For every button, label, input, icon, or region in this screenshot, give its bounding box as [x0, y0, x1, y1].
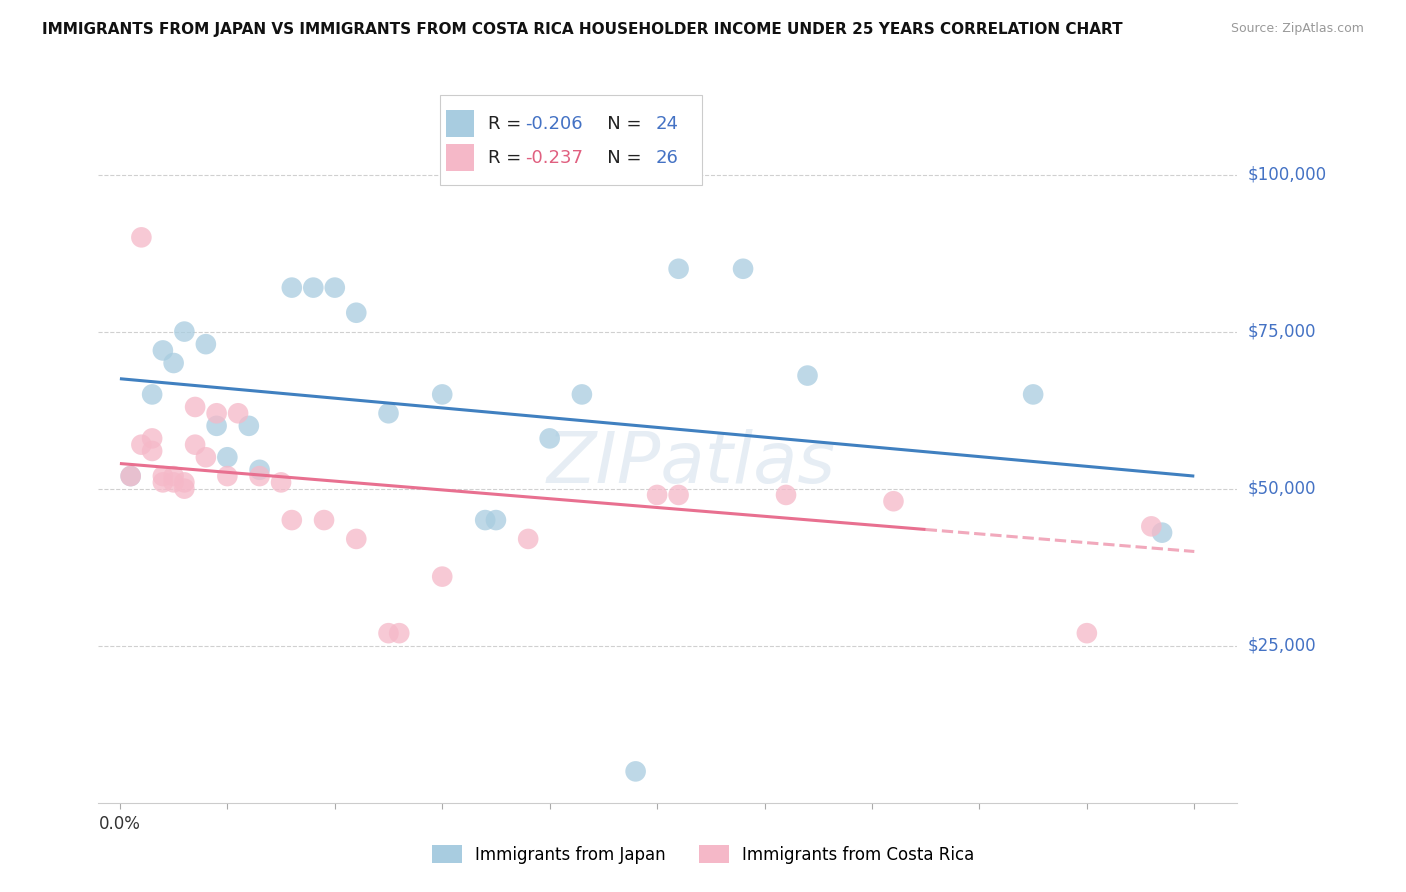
Point	[377, 406, 399, 420]
Point	[796, 368, 818, 383]
Point	[162, 475, 184, 490]
Point	[281, 280, 304, 294]
Point	[668, 488, 690, 502]
Point	[882, 494, 904, 508]
Text: R =: R =	[488, 115, 527, 133]
Point	[302, 280, 325, 294]
Point	[194, 450, 217, 465]
Point	[281, 513, 304, 527]
Point	[775, 488, 797, 502]
Point	[152, 475, 174, 490]
Text: 24: 24	[655, 115, 678, 133]
Point	[194, 337, 217, 351]
Point	[162, 356, 184, 370]
Point	[432, 569, 454, 583]
Point	[344, 306, 367, 320]
Point	[141, 431, 163, 445]
Point	[1152, 525, 1174, 540]
Point	[173, 482, 195, 496]
Text: $75,000: $75,000	[1249, 323, 1316, 341]
Text: -0.206: -0.206	[526, 115, 583, 133]
Text: R =: R =	[488, 149, 527, 167]
Point	[645, 488, 668, 502]
Point	[131, 230, 153, 244]
Point	[312, 513, 335, 527]
Point	[184, 400, 207, 414]
Point	[238, 418, 260, 433]
Point	[249, 463, 271, 477]
Point	[485, 513, 508, 527]
Point	[141, 444, 163, 458]
Point	[1140, 519, 1163, 533]
Text: Source: ZipAtlas.com: Source: ZipAtlas.com	[1230, 22, 1364, 36]
Point	[205, 418, 228, 433]
Point	[270, 475, 292, 490]
Text: 26: 26	[655, 149, 678, 167]
Legend: Immigrants from Japan, Immigrants from Costa Rica: Immigrants from Japan, Immigrants from C…	[425, 838, 981, 871]
Point	[474, 513, 496, 527]
Point	[162, 469, 184, 483]
Point	[152, 469, 174, 483]
FancyBboxPatch shape	[446, 110, 474, 137]
Text: -0.237: -0.237	[526, 149, 583, 167]
Text: $50,000: $50,000	[1249, 480, 1316, 498]
Point	[323, 280, 346, 294]
Text: N =: N =	[591, 115, 648, 133]
Point	[571, 387, 593, 401]
Point	[141, 387, 163, 401]
Point	[668, 261, 690, 276]
Point	[731, 261, 754, 276]
Point	[432, 387, 454, 401]
Point	[131, 438, 153, 452]
Point	[377, 626, 399, 640]
Point	[120, 469, 142, 483]
Text: $25,000: $25,000	[1249, 637, 1316, 655]
Point	[217, 469, 239, 483]
Point	[249, 469, 271, 483]
FancyBboxPatch shape	[440, 95, 702, 185]
Text: $100,000: $100,000	[1249, 166, 1327, 184]
Point	[205, 406, 228, 420]
Text: IMMIGRANTS FROM JAPAN VS IMMIGRANTS FROM COSTA RICA HOUSEHOLDER INCOME UNDER 25 : IMMIGRANTS FROM JAPAN VS IMMIGRANTS FROM…	[42, 22, 1123, 37]
Point	[226, 406, 249, 420]
Point	[184, 438, 207, 452]
Point	[344, 532, 367, 546]
Point	[173, 325, 195, 339]
Point	[152, 343, 174, 358]
Point	[120, 469, 142, 483]
Point	[624, 764, 647, 779]
Point	[1022, 387, 1045, 401]
Point	[517, 532, 540, 546]
Point	[173, 475, 195, 490]
Point	[1076, 626, 1098, 640]
Point	[388, 626, 411, 640]
Point	[217, 450, 239, 465]
FancyBboxPatch shape	[446, 144, 474, 171]
Text: ZIPatlas: ZIPatlas	[546, 429, 835, 498]
Text: N =: N =	[591, 149, 648, 167]
Point	[538, 431, 561, 445]
